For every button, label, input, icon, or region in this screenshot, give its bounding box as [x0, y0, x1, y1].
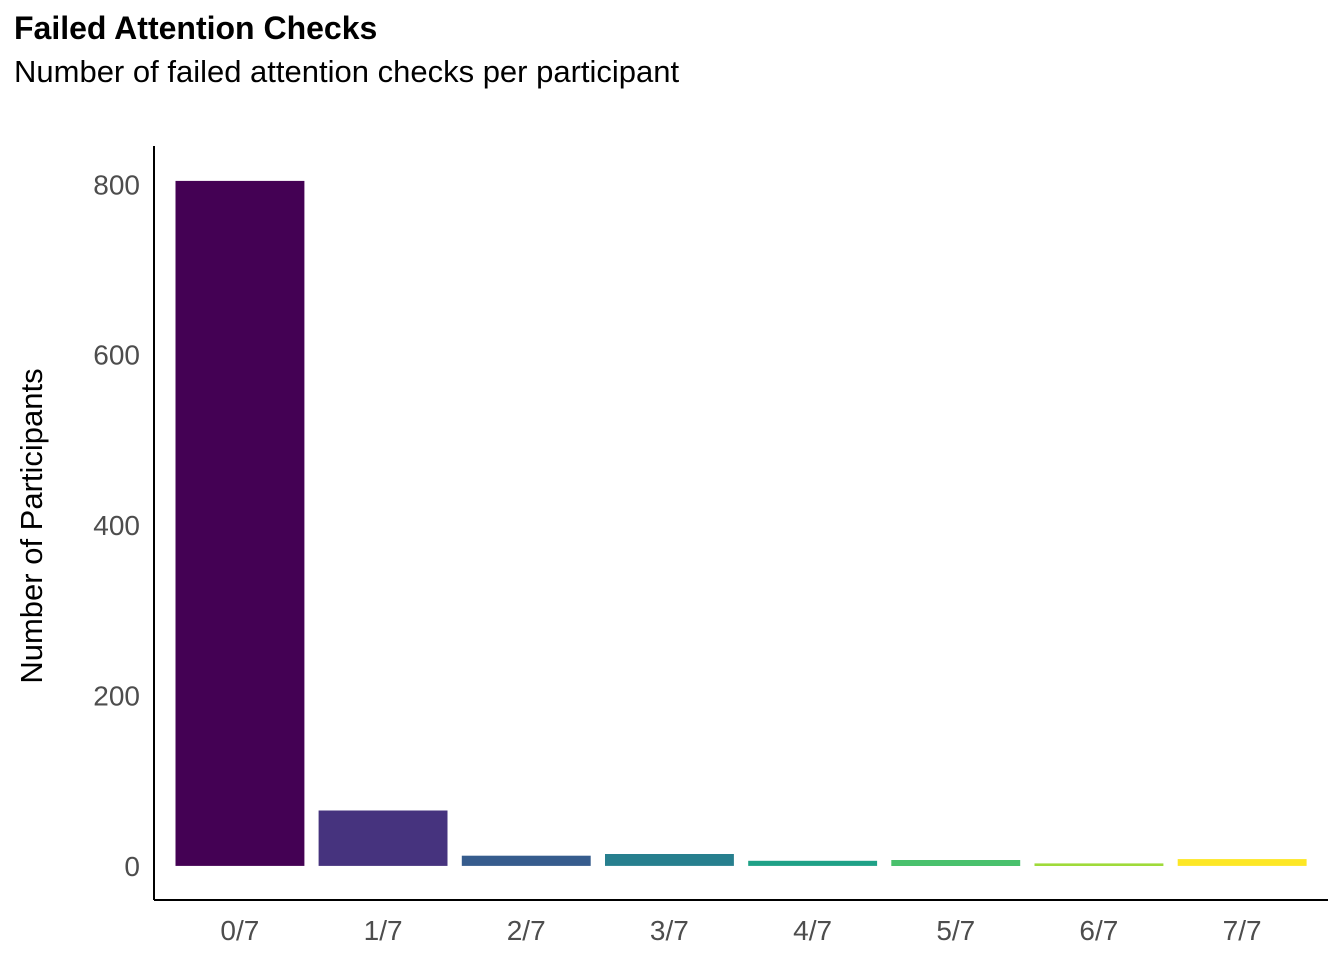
y-tick-labels: 0 200 400 600 800	[93, 169, 140, 882]
x-tick-label: 4/7	[793, 915, 832, 946]
bar-0-of-7	[175, 180, 305, 866]
chart-title: Failed Attention Checks	[14, 10, 378, 46]
bars-group	[175, 180, 1307, 866]
bar-6-of-7	[1034, 863, 1164, 866]
y-tick-label: 0	[124, 851, 140, 882]
x-tick-label: 7/7	[1223, 915, 1262, 946]
x-tick-label: 3/7	[650, 915, 689, 946]
x-tick-label: 1/7	[364, 915, 403, 946]
bar-4-of-7	[748, 860, 878, 866]
y-tick-label: 200	[93, 681, 140, 712]
y-tick-label: 600	[93, 340, 140, 371]
bar-5-of-7	[891, 860, 1021, 866]
bar-1-of-7	[318, 810, 448, 866]
chart-subtitle: Number of failed attention checks per pa…	[14, 54, 680, 89]
bar-7-of-7	[1177, 859, 1307, 866]
bar-3-of-7	[605, 854, 734, 866]
x-tick-label: 6/7	[1079, 915, 1118, 946]
y-tick-label: 400	[93, 510, 140, 541]
x-tick-label: 5/7	[936, 915, 975, 946]
y-tick-label: 800	[93, 169, 140, 200]
bar-2-of-7	[461, 855, 591, 866]
y-axis-title: Number of Participants	[14, 368, 49, 683]
x-tick-label: 0/7	[220, 915, 259, 946]
x-tick-label: 2/7	[507, 915, 546, 946]
x-tick-labels: 0/7 1/7 2/7 3/7 4/7 5/7 6/7 7/7	[220, 915, 1261, 946]
